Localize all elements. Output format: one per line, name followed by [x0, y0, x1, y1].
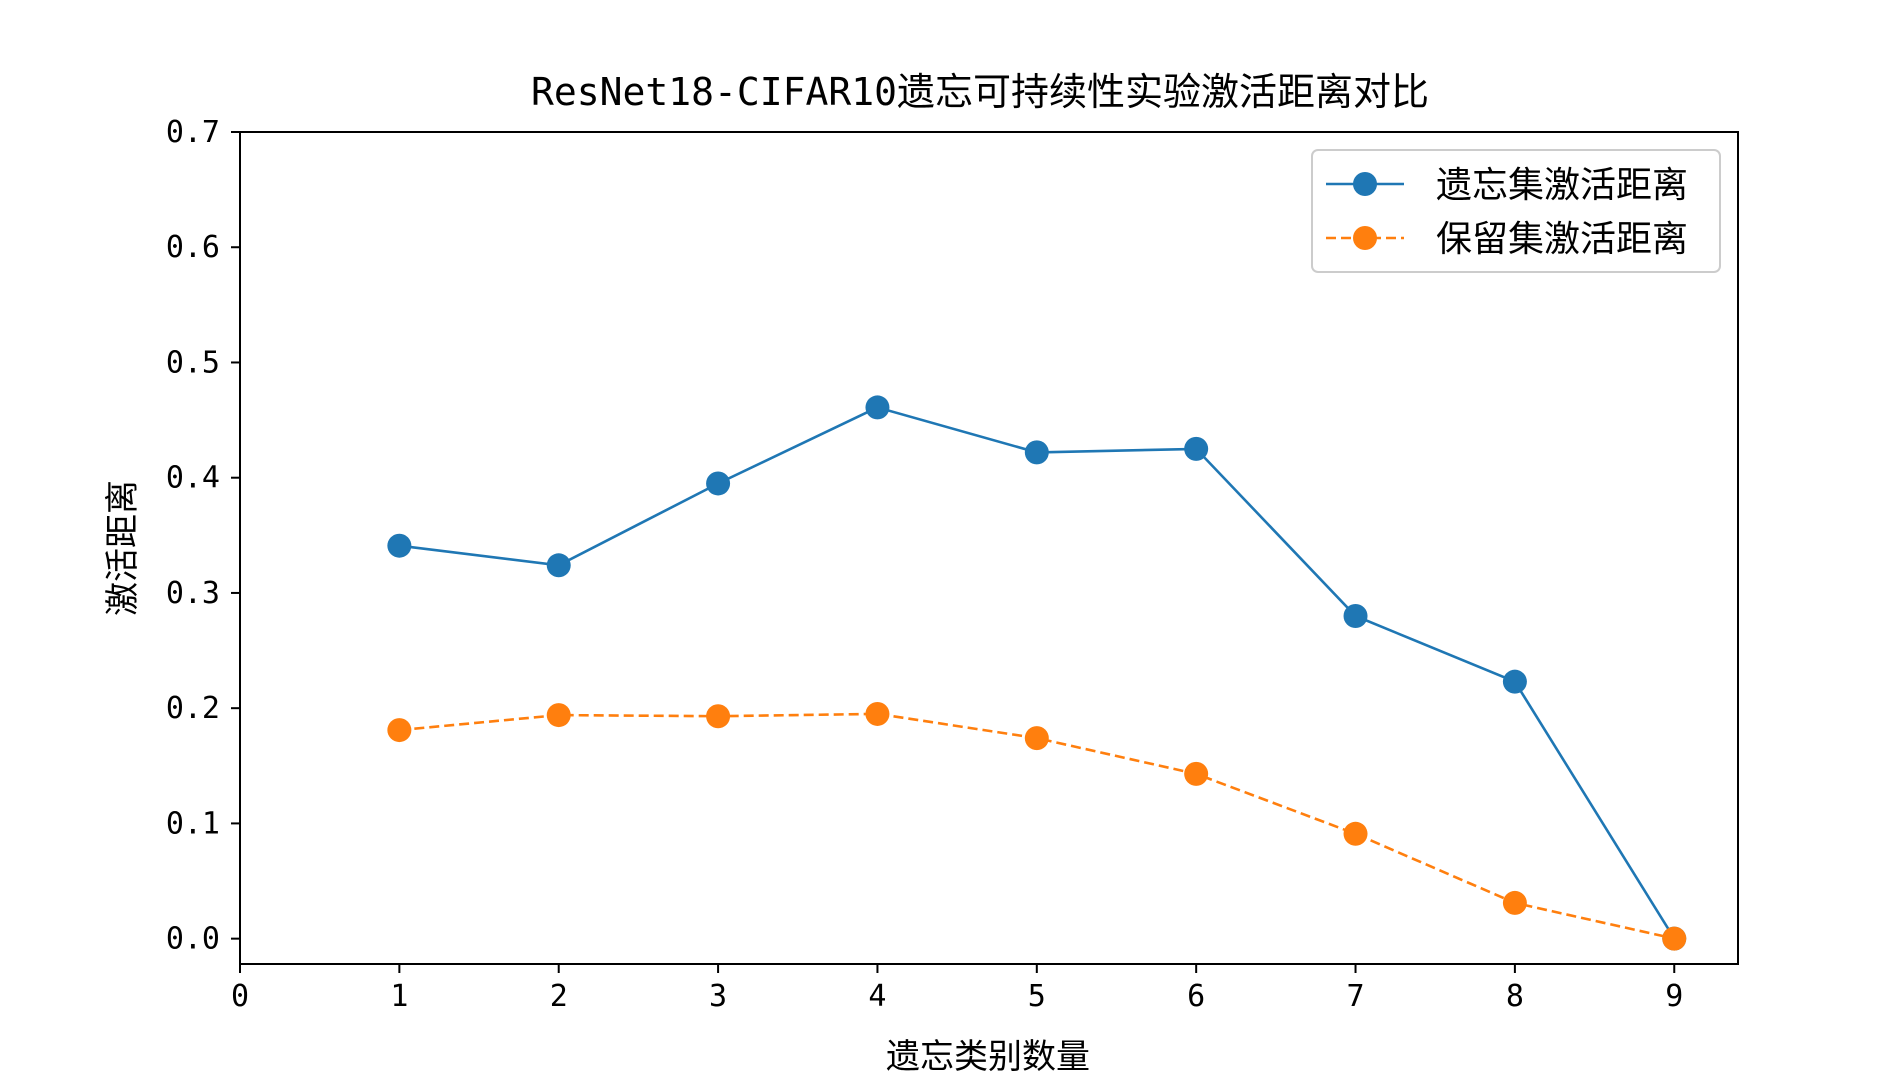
y-tick-label: 0.7 [166, 115, 220, 150]
y-tick-label: 0.0 [166, 922, 220, 957]
legend-marker-0 [1353, 172, 1377, 196]
x-tick-label: 5 [1028, 979, 1046, 1014]
series-1-point [1502, 890, 1527, 915]
y-tick-label: 0.6 [166, 230, 220, 265]
series-0-point [387, 533, 412, 558]
y-tick-label: 0.2 [166, 691, 220, 726]
series-0-point [1343, 603, 1368, 628]
y-tick-label: 0.3 [166, 576, 220, 611]
chart-title: ResNet18-CIFAR10遗忘可持续性实验激活距离对比 [531, 70, 1429, 114]
x-tick-label: 9 [1665, 979, 1683, 1014]
y-tick-label: 0.5 [166, 345, 220, 380]
x-tick-label: 2 [550, 979, 568, 1014]
series-1-point [1662, 926, 1687, 951]
x-tick-label: 0 [231, 979, 249, 1014]
series-1-point [1343, 821, 1368, 846]
x-tick-label: 1 [390, 979, 408, 1014]
series-1-point [865, 701, 890, 726]
series-1-point [706, 704, 731, 729]
plot-area [387, 395, 1687, 951]
x-tick-label: 8 [1506, 979, 1524, 1014]
series-0-point [1184, 436, 1209, 461]
legend-marker-1 [1353, 226, 1377, 250]
series-1-point [1184, 761, 1209, 786]
series-0-point [1024, 440, 1049, 465]
series-0-point [546, 553, 571, 578]
y-axis-title: 激活距离 [103, 480, 143, 616]
series-1-point [546, 703, 571, 728]
plot-frame [239, 131, 1739, 965]
x-tick-label: 4 [868, 979, 886, 1014]
legend-label-1: 保留集激活距离 [1436, 219, 1688, 260]
series-0-point [1502, 669, 1527, 694]
series-1-point [387, 718, 412, 743]
series-1-point [1024, 726, 1049, 751]
y-tick-label: 0.1 [166, 806, 220, 841]
legend-label-0: 遗忘集激活距离 [1436, 165, 1688, 206]
x-tick-label: 6 [1187, 979, 1205, 1014]
y-tick-label: 0.4 [166, 461, 220, 496]
x-tick-label: 7 [1347, 979, 1365, 1014]
x-axis-title: 遗忘类别数量 [886, 1037, 1090, 1077]
legend-box [1311, 149, 1721, 273]
axes: 0 1 2 3 4 5 6 7 8 9 0.0 0.1 0.2 0.3 0.4 0.5 0.6 0.7 [166, 115, 1683, 1014]
x-tick-label: 3 [709, 979, 727, 1014]
series-0-point [865, 395, 890, 420]
series-0-point [706, 471, 731, 496]
